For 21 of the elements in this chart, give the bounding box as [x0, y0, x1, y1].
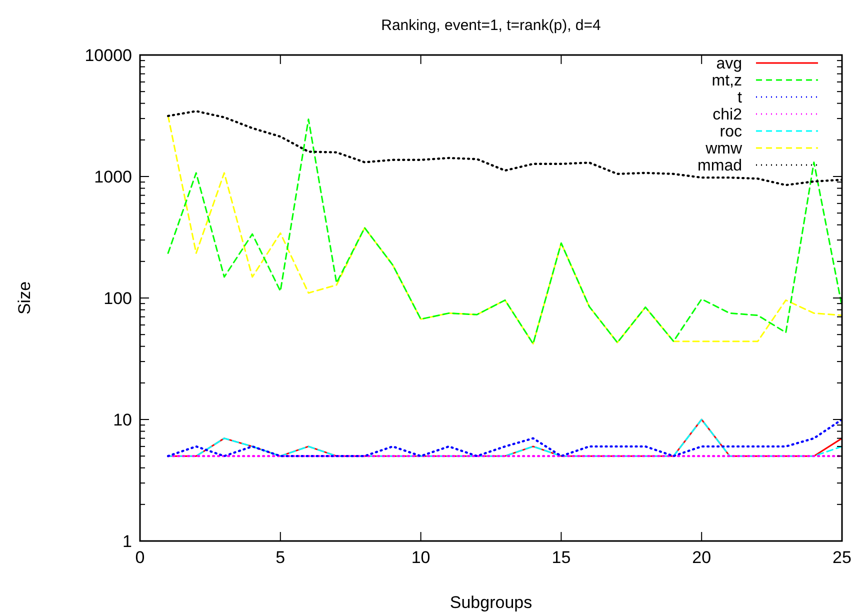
y-tick-label: 1000	[94, 167, 132, 186]
y-tick-label: 10000	[84, 46, 132, 65]
legend-label: chi2	[712, 106, 742, 124]
legend-label: avg	[716, 56, 742, 73]
legend-label: mmad	[698, 158, 742, 175]
x-tick-label: 0	[135, 548, 145, 567]
x-tick-label: 20	[692, 548, 712, 567]
y-tick-label: 10	[113, 410, 132, 430]
x-tick-label: 5	[276, 548, 286, 567]
legend-label: wmw	[704, 140, 742, 158]
y-tick-label: 100	[104, 288, 132, 308]
x-tick-label: 25	[832, 548, 852, 567]
x-tick-label: 10	[411, 548, 430, 567]
legend-label: t	[738, 90, 743, 107]
legend-label: mt,z	[712, 72, 742, 90]
y-tick-label: 1	[122, 532, 132, 551]
legend-label: roc	[720, 124, 742, 141]
x-tick-label: 15	[552, 548, 571, 567]
chart-title: Ranking, event=1, t=rank(p), d=4	[381, 17, 601, 34]
y-axis-title: Size	[15, 281, 34, 315]
x-axis-title: Subgroups	[450, 593, 532, 612]
